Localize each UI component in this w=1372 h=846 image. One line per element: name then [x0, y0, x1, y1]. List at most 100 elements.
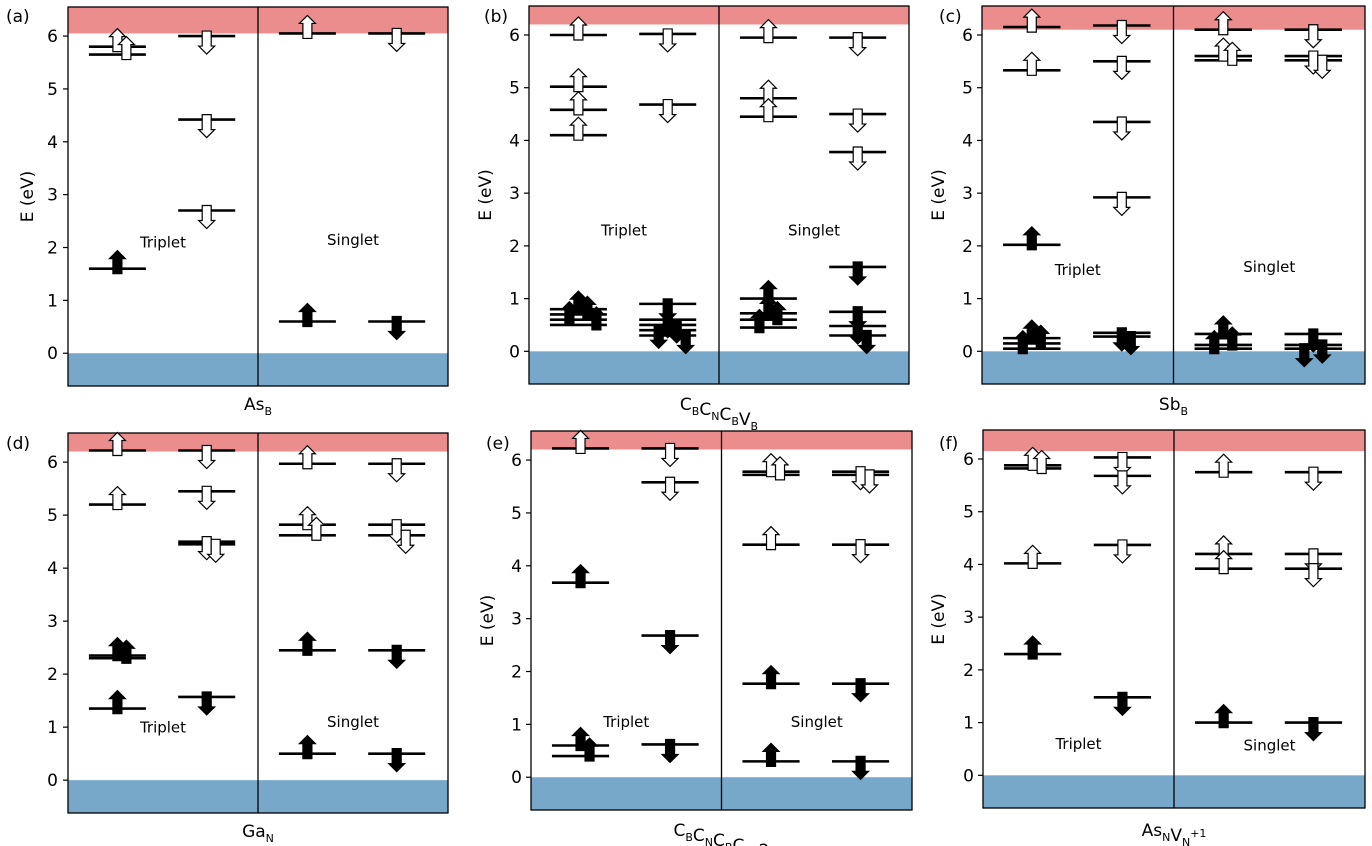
triplet-spin-down-empty-arrow — [197, 113, 217, 139]
singlet-spin-up-occupied-arrow — [749, 308, 769, 334]
y-tick-label: 0 — [47, 344, 58, 364]
triplet-spin-up-empty-arrow — [1032, 449, 1052, 475]
y-axis-label: E (eV) — [929, 593, 949, 645]
triplet-spin-down-empty-arrow — [1112, 116, 1132, 141]
singlet-spin-up-occupied-arrow — [297, 302, 317, 328]
triplet-spin-up-empty-arrow — [107, 431, 127, 457]
singlet-spin-down-occupied-arrow — [851, 755, 871, 781]
triplet-spin-down-empty-arrow — [660, 442, 680, 468]
triplet-label: Triplet — [1054, 735, 1101, 753]
y-tick-label: 0 — [962, 342, 973, 362]
panel-letter: (b) — [484, 7, 508, 27]
singlet-spin-down-occupied-arrow — [848, 261, 868, 286]
y-tick-label: 5 — [511, 504, 522, 524]
singlet-spin-up-occupied-arrow — [761, 742, 781, 767]
y-axis-label: E (eV) — [478, 595, 498, 647]
singlet-spin-up-empty-arrow — [758, 97, 778, 123]
y-tick-label: 3 — [511, 610, 522, 630]
singlet-spin-down-empty-arrow — [848, 32, 868, 57]
singlet-spin-up-occupied-arrow — [1214, 703, 1234, 729]
y-tick-label: 0 — [47, 771, 58, 791]
y-tick-label: 3 — [509, 184, 520, 204]
triplet-spin-down-occupied-arrow — [660, 738, 680, 764]
y-tick-label: 0 — [511, 768, 522, 788]
y-tick-label: 1 — [47, 291, 58, 311]
singlet-label: Singlet — [327, 231, 379, 249]
panel-a: Triplet Singlet 0 1 2 3 4 5 6 E (eV) (a) AsB — [6, 6, 449, 418]
y-tick-label: 2 — [962, 237, 973, 257]
triplet-label: Triplet — [139, 718, 186, 736]
triplet-spin-up-occupied-arrow — [107, 689, 127, 715]
y-tick-label: 5 — [962, 79, 973, 99]
triplet-spin-up-occupied-arrow — [1023, 635, 1043, 660]
y-tick-label: 2 — [47, 239, 58, 259]
triplet-spin-down-occupied-arrow — [1121, 330, 1141, 356]
y-tick-label: 5 — [509, 79, 520, 99]
y-tick-label: 1 — [962, 290, 973, 310]
singlet-label: Singlet — [1243, 258, 1295, 276]
triplet-spin-up-occupied-arrow — [107, 249, 127, 275]
triplet-spin-down-empty-arrow — [1112, 55, 1132, 81]
singlet-spin-up-occupied-arrow — [1222, 326, 1242, 351]
panel-c: Triplet Singlet 0 1 2 3 4 5 6 E (eV) (c) SbB — [929, 5, 1366, 418]
panel-letter: (a) — [6, 7, 30, 27]
triplet-spin-down-occupied-arrow — [649, 324, 669, 350]
y-tick-label: 3 — [47, 186, 58, 206]
singlet-label: Singlet — [327, 713, 379, 731]
triplet-spin-up-empty-arrow — [1022, 51, 1042, 76]
singlet-spin-up-empty-arrow — [758, 79, 778, 104]
panel-e: Triplet Singlet 0 1 2 3 4 5 6 E (eV) (e) CBCNCBCN-2 — [478, 429, 913, 846]
y-tick-label: 5 — [47, 506, 58, 526]
singlet-spin-up-occupied-arrow — [767, 300, 787, 326]
singlet-spin-down-empty-arrow — [1303, 24, 1323, 49]
singlet-spin-down-occupied-arrow — [387, 315, 407, 341]
singlet-spin-up-empty-arrow — [1222, 41, 1242, 66]
triplet-spin-down-occupied-arrow — [676, 329, 696, 355]
y-tick-label: 2 — [963, 661, 974, 681]
triplet-label: Triplet — [600, 221, 647, 239]
triplet-spin-up-occupied-arrow — [571, 563, 590, 589]
panel-defect-name: AsNVN+1 — [1142, 821, 1207, 846]
singlet-spin-down-empty-arrow — [396, 529, 416, 555]
singlet-spin-down-occupied-arrow — [1294, 343, 1314, 368]
panel-defect-name: AsB — [244, 395, 272, 418]
singlet-spin-up-empty-arrow — [1213, 10, 1233, 36]
y-tick-label: 1 — [963, 714, 974, 734]
y-tick-label: 6 — [511, 451, 522, 471]
y-tick-label: 3 — [963, 608, 974, 628]
y-tick-label: 1 — [511, 715, 522, 735]
singlet-spin-up-empty-arrow — [770, 456, 790, 481]
panel-b: Triplet Singlet 0 1 2 3 4 5 6 E (eV) (b) CBCNCBVB — [476, 5, 910, 433]
triplet-spin-down-empty-arrow — [197, 30, 217, 55]
triplet-spin-down-occupied-arrow — [1112, 691, 1132, 717]
triplet-spin-down-empty-arrow — [658, 28, 678, 53]
singlet-label: Singlet — [788, 221, 840, 239]
triplet-label: Triplet — [139, 234, 186, 252]
triplet-spin-up-empty-arrow — [568, 16, 588, 41]
triplet-spin-down-occupied-arrow — [197, 691, 217, 716]
singlet-spin-up-empty-arrow — [297, 14, 317, 40]
panel-letter: (d) — [6, 434, 30, 454]
triplet-spin-up-occupied-arrow — [586, 306, 606, 331]
singlet-spin-down-occupied-arrow — [857, 329, 877, 355]
panel-letter: (f) — [939, 434, 958, 454]
y-tick-label: 6 — [47, 27, 58, 47]
y-axis-label: E (eV) — [476, 169, 496, 221]
triplet-spin-down-empty-arrow — [658, 98, 678, 124]
triplet-spin-up-occupied-arrow — [1022, 225, 1042, 251]
y-axis-label: E (eV) — [929, 169, 949, 221]
triplet-spin-up-occupied-arrow — [1013, 329, 1033, 355]
triplet-spin-up-empty-arrow — [571, 429, 590, 455]
y-tick-label: 1 — [47, 718, 58, 738]
y-tick-label: 3 — [962, 184, 973, 204]
singlet-spin-up-occupied-arrow — [1204, 329, 1224, 355]
panel-defect-name: CBCNCBVB — [680, 395, 758, 433]
singlet-spin-down-empty-arrow — [1303, 563, 1323, 588]
singlet-spin-up-occupied-arrow — [297, 734, 317, 760]
triplet-spin-down-empty-arrow — [1112, 539, 1132, 564]
singlet-spin-up-empty-arrow — [1214, 453, 1234, 478]
triplet-label: Triplet — [1054, 261, 1101, 279]
triplet-spin-up-occupied-arrow — [1031, 324, 1051, 350]
singlet-spin-up-occupied-arrow — [297, 631, 317, 656]
